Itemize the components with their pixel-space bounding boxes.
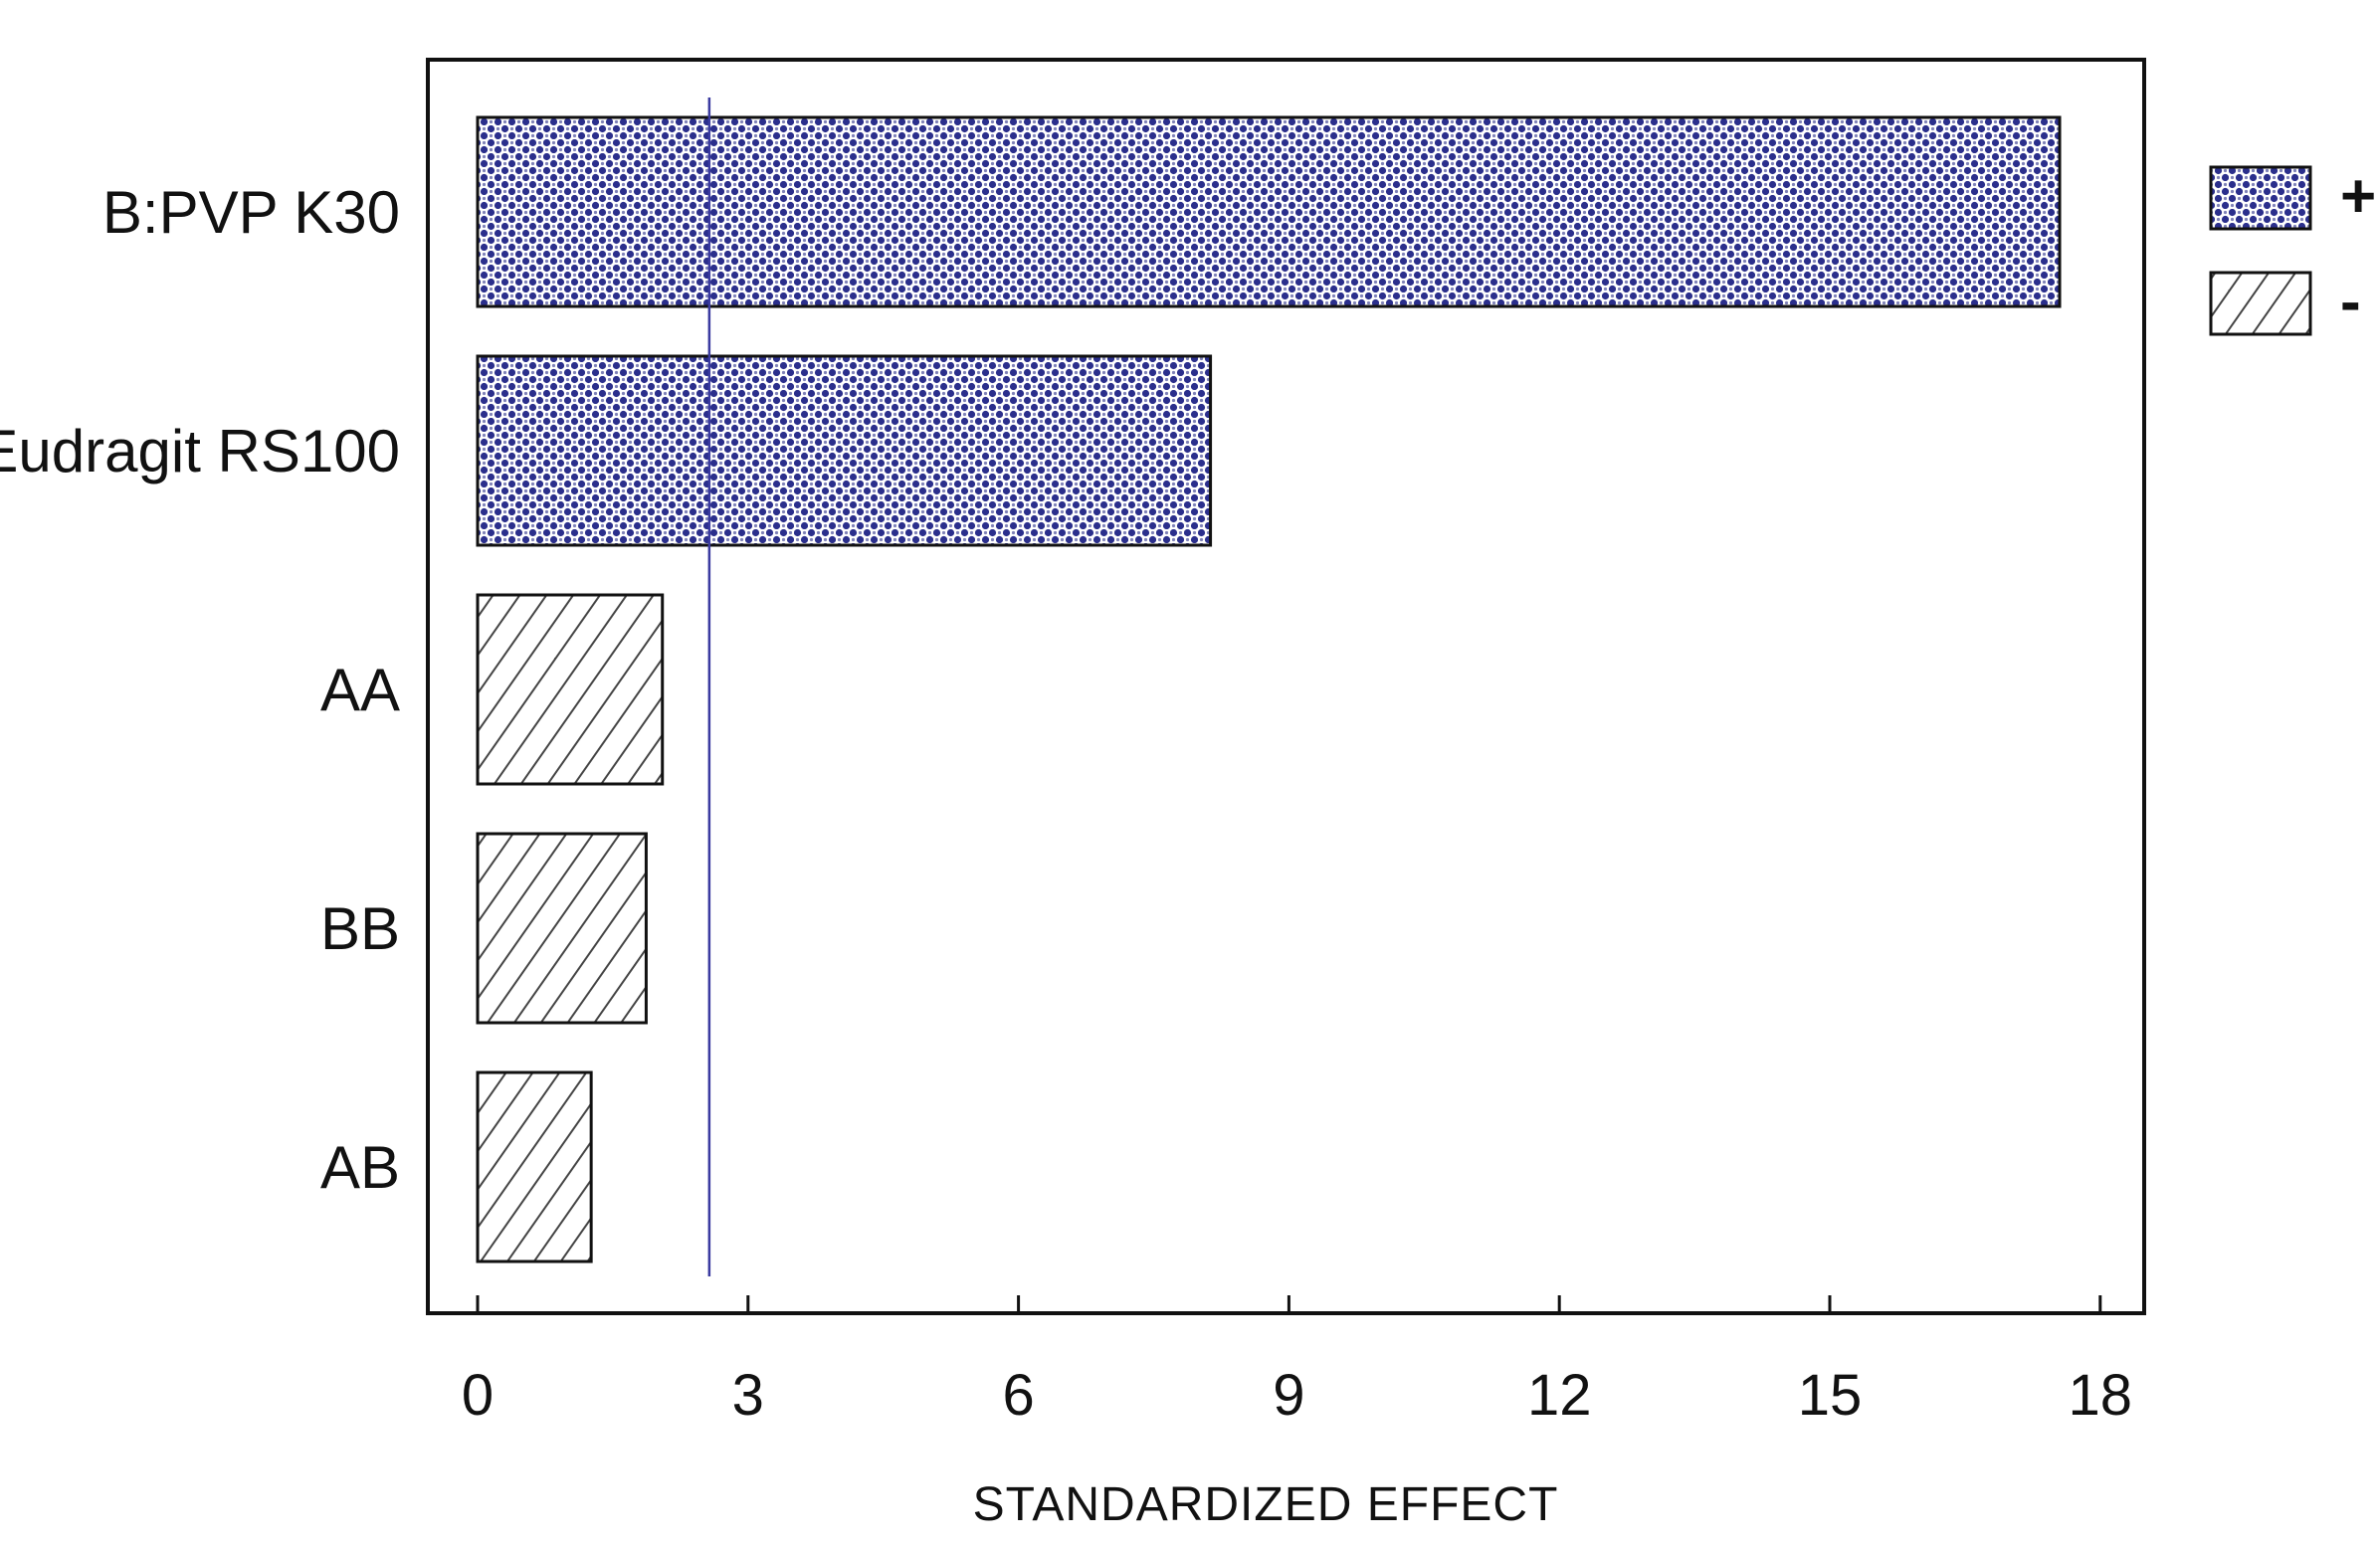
plot-frame: [426, 58, 2146, 1315]
tick-label-2: 6: [1002, 1363, 1034, 1428]
tick-label-5: 15: [1798, 1363, 1863, 1428]
legend-swatch-1: [2209, 271, 2312, 336]
x-axis-ticks: 0 3 6 9 12 15 18: [462, 1295, 2132, 1428]
tick-label-0: 0: [462, 1363, 494, 1428]
tick-label-4: 12: [1527, 1363, 1592, 1428]
category-labels: B:PVP K30 A:Eudragit RS100 AA BB AB: [0, 179, 400, 1201]
legend-swatch-0: [2209, 165, 2312, 231]
category-label-0: B:PVP K30: [102, 179, 400, 246]
category-label-1: A:Eudragit RS100: [0, 418, 400, 485]
tick-label-3: 9: [1273, 1363, 1304, 1428]
bar-4: [476, 1070, 593, 1263]
legend-label-0: +: [2340, 162, 2376, 231]
tick-label-1: 3: [732, 1363, 764, 1428]
bar-2: [476, 593, 665, 786]
bar-0: [476, 115, 2062, 308]
legend: +-: [2209, 162, 2376, 336]
category-label-2: AA: [320, 657, 400, 723]
category-label-3: BB: [320, 895, 400, 962]
bars-layer: [476, 115, 2062, 1263]
bar-3: [476, 832, 648, 1025]
tick-label-6: 18: [2069, 1363, 2133, 1428]
category-label-4: AB: [320, 1134, 400, 1201]
bar-1: [476, 354, 1213, 547]
legend-label-1: -: [2340, 268, 2361, 336]
x-axis-title: STANDARDIZED EFFECT: [973, 1478, 1559, 1531]
